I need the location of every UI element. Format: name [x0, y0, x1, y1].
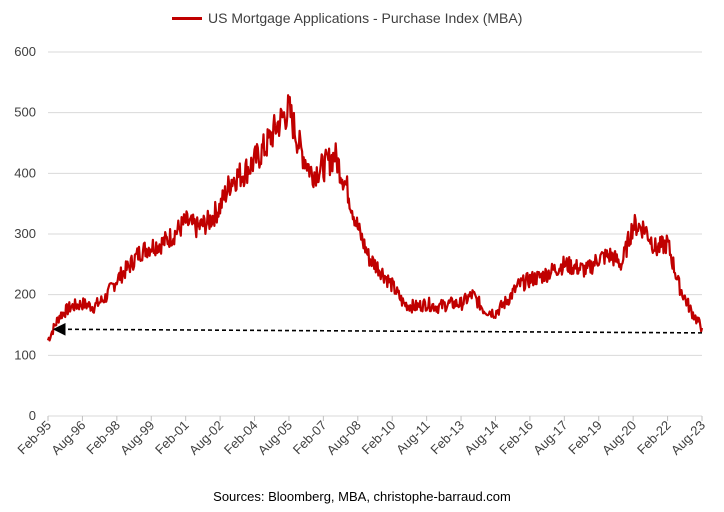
x-tick-label: Aug-20	[599, 418, 639, 458]
legend-swatch	[172, 16, 202, 20]
y-tick-label: 100	[14, 347, 36, 362]
y-axis: 0 100 200 300 400 500 600	[14, 44, 36, 423]
x-tick-label: Feb-07	[290, 418, 330, 458]
dashed-arrow-line	[52, 322, 703, 336]
x-tick-label: Feb-95	[14, 418, 54, 458]
x-tick-label: Feb-01	[152, 418, 192, 458]
x-tick-label: Feb-13	[427, 418, 467, 458]
x-tick-label: Aug-02	[186, 418, 226, 458]
x-tick-label: Aug-11	[393, 418, 433, 458]
x-tick-label: Feb-98	[83, 418, 123, 458]
x-tick-label: Feb-10	[359, 418, 399, 458]
y-tick-label: 0	[29, 408, 36, 423]
source-note: Sources: Bloomberg, MBA, christophe-barr…	[213, 489, 511, 504]
x-tick-label: Feb-19	[565, 418, 605, 458]
x-tick-label: Aug-17	[530, 418, 570, 458]
legend: US Mortgage Applications - Purchase Inde…	[172, 8, 522, 28]
x-tick-label: Feb-22	[634, 418, 674, 458]
x-tick-label: Aug-23	[668, 418, 708, 458]
x-tick-label: Feb-16	[496, 418, 536, 458]
y-tick-label: 500	[14, 105, 36, 120]
y-tick-label: 400	[14, 165, 36, 180]
x-tick-label: Aug-96	[48, 418, 88, 458]
gridlines	[48, 51, 702, 356]
x-tick-label: Feb-04	[221, 418, 261, 458]
x-tick-label: Aug-99	[117, 418, 157, 458]
y-tick-label: 600	[14, 44, 36, 59]
y-tick-label: 300	[14, 226, 36, 241]
series-line-mortgage-index	[46, 94, 704, 342]
x-axis: Feb-95Aug-96Feb-98Aug-99Feb-01Aug-02Feb-…	[14, 416, 708, 458]
legend-label: US Mortgage Applications - Purchase Inde…	[208, 10, 523, 26]
x-tick-label: Aug-08	[324, 418, 364, 458]
x-tick-label: Aug-14	[461, 418, 501, 458]
y-tick-label: 200	[14, 287, 36, 302]
x-tick-label: Aug-05	[255, 418, 295, 458]
